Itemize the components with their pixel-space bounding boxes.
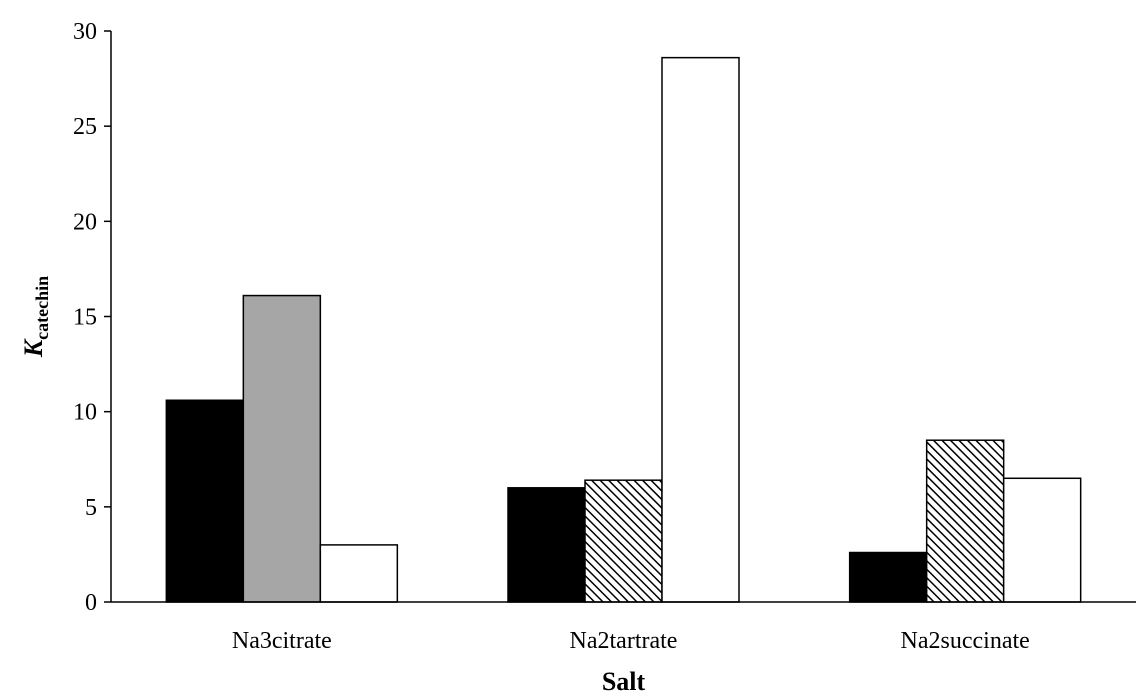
y-tick-label: 10 — [73, 400, 97, 426]
y-tick-label: 15 — [73, 305, 97, 331]
y-tick-label: 20 — [73, 209, 97, 235]
y-tick-label: 30 — [73, 19, 97, 45]
bar-na2succinate-3 — [1002, 477, 1082, 603]
bar-na2succinate-1 — [848, 551, 928, 603]
bar-na3citrate-3 — [319, 544, 399, 603]
y-tick-label: 25 — [73, 114, 97, 140]
x-category-label: Na3citrate — [232, 628, 332, 654]
x-category-labels: Na3citrate Na2tartrate Na2succinate — [232, 628, 1030, 654]
y-axis-title-subscript: catechin — [32, 276, 52, 340]
bars-layer — [165, 56, 1082, 603]
bar-na3citrate-2 — [242, 294, 322, 603]
x-axis-title: Salt — [602, 667, 646, 696]
bar-na2succinate-2 — [925, 439, 1005, 603]
y-axis-title-main: K — [19, 338, 48, 358]
y-axis-title: Kcatechin — [19, 276, 52, 358]
y-tick-label: 5 — [85, 495, 97, 521]
x-category-label: Na2succinate — [901, 628, 1030, 654]
bar-na2tartrate-2 — [584, 479, 663, 603]
y-tick-label: 0 — [85, 590, 97, 616]
y-ticks: 0 5 10 15 20 25 30 — [73, 19, 111, 616]
bar-na2tartrate-1 — [507, 487, 586, 603]
x-category-label: Na2tartrate — [570, 628, 678, 654]
bar-na3citrate-1 — [165, 399, 245, 603]
bar-na2tartrate-3 — [661, 56, 740, 603]
